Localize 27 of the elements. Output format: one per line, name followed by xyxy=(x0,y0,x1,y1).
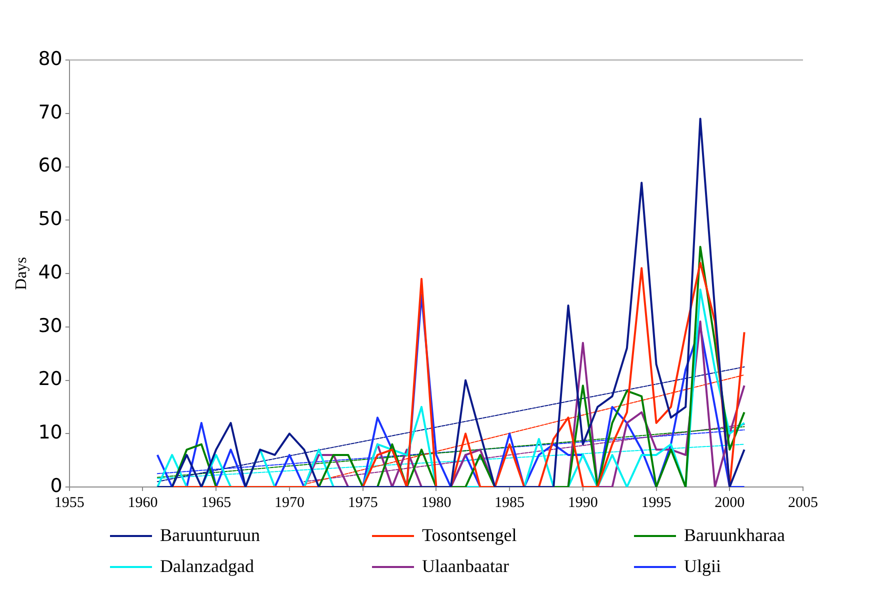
x-tick-label: 1990 xyxy=(568,494,598,511)
x-tick-label: 1960 xyxy=(128,494,158,511)
y-tick-label: 60 xyxy=(38,154,62,177)
y-tick-label: 80 xyxy=(38,48,62,70)
legend-label: Baruunkharaa xyxy=(684,525,785,546)
x-tick-label: 1970 xyxy=(274,494,304,511)
legend-label: Dalanzadgad xyxy=(160,556,254,577)
legend-label: Ulgii xyxy=(684,556,722,577)
y-tick-label: 70 xyxy=(38,101,62,124)
x-tick-label: 1980 xyxy=(421,494,452,511)
y-tick-label: 50 xyxy=(38,208,62,230)
x-tick-label: 1995 xyxy=(641,494,672,511)
legend-label: Ulaanbaatar xyxy=(422,556,509,577)
y-tick-label: 0 xyxy=(50,474,62,497)
x-tick-label: 1965 xyxy=(201,494,232,511)
x-tick-label: 2000 xyxy=(714,494,745,511)
y-tick-label: 30 xyxy=(38,314,62,337)
x-tick-label: 2005 xyxy=(788,494,818,511)
y-axis-title: Days xyxy=(12,257,30,290)
y-tick-label: 20 xyxy=(38,368,62,390)
legend-label: Baruunturuun xyxy=(160,525,260,546)
y-tick-label: 40 xyxy=(38,261,62,284)
legend-label: Tosontsengel xyxy=(422,525,517,546)
x-tick-label: 1975 xyxy=(348,494,378,511)
y-tick-label: 10 xyxy=(38,422,62,444)
x-tick-label: 1985 xyxy=(494,494,525,511)
x-tick-label: 1955 xyxy=(54,494,84,511)
